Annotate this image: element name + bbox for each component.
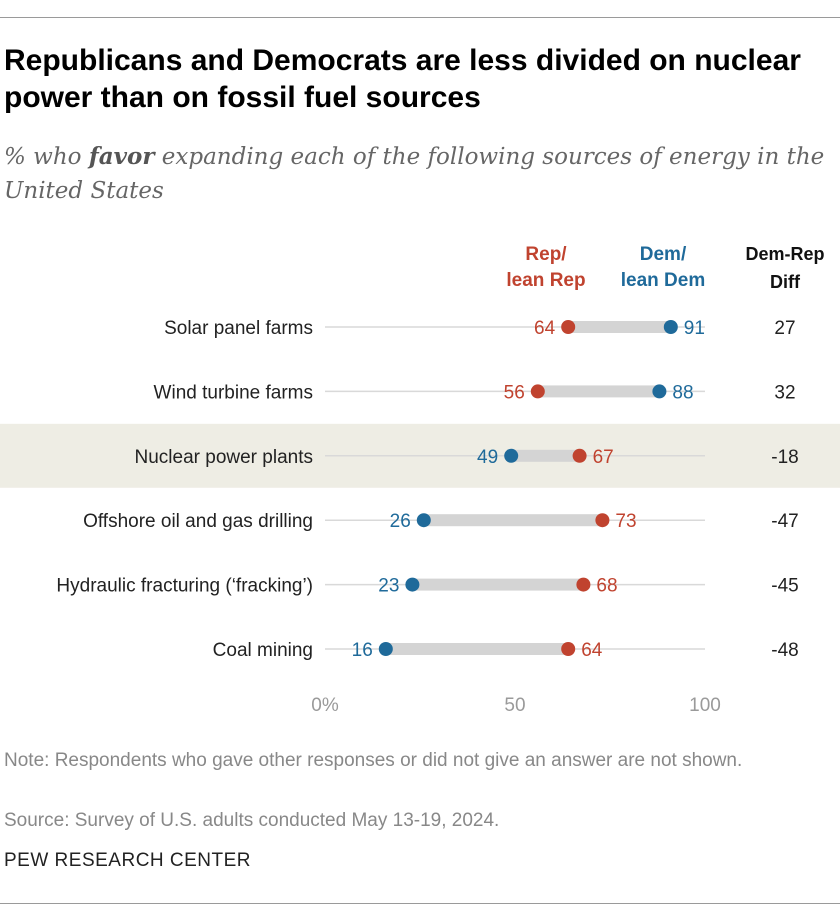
header-diff-line2: Diff: [770, 272, 801, 292]
bottom-rule: [0, 903, 840, 904]
dem-value-label: 49: [477, 447, 498, 468]
rep-value-label: 67: [593, 447, 614, 468]
rep-value-label: 68: [596, 576, 617, 597]
x-tick-label: 100: [689, 695, 721, 716]
dem-dot: [378, 642, 393, 656]
gap-bar: [537, 385, 660, 398]
chart-title: Republicans and Democrats are less divid…: [4, 44, 801, 114]
gap-bar: [568, 321, 671, 333]
gap-bar: [511, 449, 580, 462]
rep-value-label: 64: [581, 640, 603, 661]
dem-value-label: 91: [684, 318, 705, 339]
header-dem-line2: lean Dem: [621, 270, 705, 291]
diff-value: -47: [771, 511, 798, 532]
header-rep-line1: Rep/: [525, 244, 567, 265]
category-label: Offshore oil and gas drilling: [83, 511, 313, 532]
rep-dot: [595, 513, 610, 528]
rep-value-label: 73: [615, 511, 636, 532]
dem-dot: [663, 320, 678, 334]
subtitle-emphasis: favor: [88, 143, 155, 170]
rep-dot: [530, 384, 545, 399]
top-rule: [0, 17, 840, 18]
diff-value: -48: [771, 640, 798, 661]
rep-value-label: 64: [534, 318, 556, 339]
category-label: Wind turbine farms: [154, 382, 313, 403]
header-dem-line1: Dem/: [640, 244, 687, 265]
rep-dot: [561, 320, 576, 334]
diff-value: 32: [774, 382, 795, 403]
gap-bar: [423, 514, 603, 527]
dem-dot: [652, 384, 667, 399]
rep-value-label: 56: [504, 382, 525, 403]
gap-bar: [385, 643, 569, 655]
dem-value-label: 23: [378, 576, 399, 597]
rep-dot: [561, 642, 576, 656]
dem-dot: [405, 577, 420, 592]
category-label: Coal mining: [213, 640, 313, 661]
subtitle-suffix: expanding each of the following sources …: [4, 144, 825, 204]
dem-value-label: 88: [672, 382, 693, 403]
dem-dot: [416, 513, 431, 528]
dem-value-label: 16: [352, 640, 373, 661]
header-rep-line2: lean Rep: [506, 270, 585, 291]
rep-dot: [576, 577, 591, 592]
chart-note: Note: Respondents who gave other respons…: [4, 750, 743, 771]
category-label: Hydraulic fracturing (‘fracking’): [56, 576, 313, 597]
gap-bar: [412, 578, 584, 591]
diff-value: -18: [771, 447, 798, 468]
chart-source: Source: Survey of U.S. adults conducted …: [4, 810, 500, 831]
brand-logo-text: PEW RESEARCH CENTER: [4, 850, 252, 871]
x-tick-label: 50: [504, 695, 525, 716]
category-label: Nuclear power plants: [135, 447, 313, 468]
x-tick-label: 0%: [311, 695, 339, 716]
diff-value: -45: [771, 576, 798, 597]
header-diff-line1: Dem-Rep: [745, 244, 824, 264]
diff-value: 27: [774, 318, 795, 339]
category-label: Solar panel farms: [164, 318, 313, 339]
subtitle-prefix: % who: [4, 144, 89, 170]
rep-dot: [572, 448, 587, 463]
chart-subtitle: % who favor expanding each of the follow…: [4, 140, 834, 208]
dem-dot: [504, 448, 519, 463]
dot-plot-chart: Rep/lean Rep Dem/lean Dem Dem-Rep Diff Solar…: [0, 244, 840, 716]
dem-value-label: 26: [390, 511, 411, 532]
